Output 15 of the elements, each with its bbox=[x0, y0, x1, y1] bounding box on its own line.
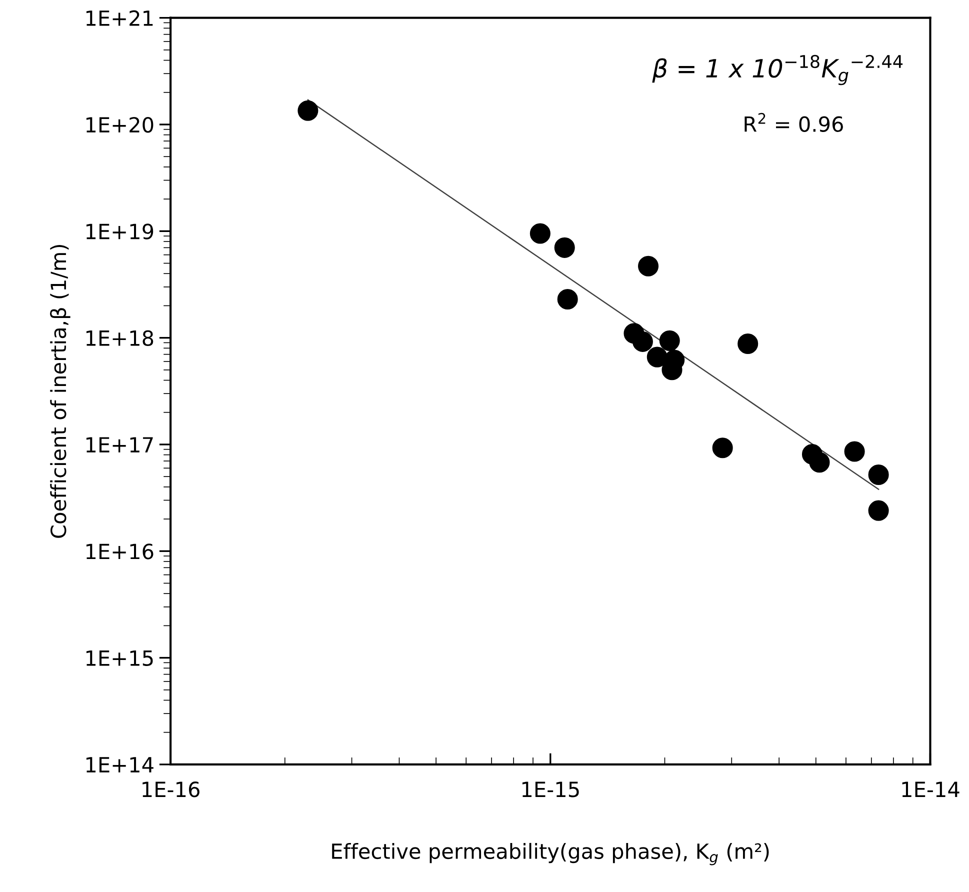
annotation: R$^{2}$ = 0.96 bbox=[744, 112, 843, 132]
y-tick-label: 1E+17 bbox=[86, 437, 153, 452]
x-tick-label: 1E-16 bbox=[142, 781, 200, 798]
y-tick-label: 1E+16 bbox=[86, 544, 154, 560]
y-tick-label: 1E+19 bbox=[86, 224, 154, 240]
annotation: β = 1 x 10$^{−18}$K$_{g}$$^{−2.44}$ bbox=[652, 54, 903, 86]
y-tick-label: 1E+20 bbox=[86, 116, 154, 133]
y-tick-label: 1E+14 bbox=[86, 757, 154, 772]
x-axis-title: Effective permeability(gas phase), K$_{g}$ (m²) bbox=[332, 842, 769, 866]
y-tick-label: 1E+15 bbox=[86, 650, 153, 666]
y-axis-title: Coefficient of inertia,β (1/m) bbox=[50, 245, 70, 538]
x-tick-label: 1E-15 bbox=[522, 782, 579, 798]
y-tick-label: 1E+18 bbox=[86, 330, 154, 346]
y-tick-label: 1E+21 bbox=[86, 10, 153, 26]
x-tick-label: 1E-14 bbox=[902, 782, 960, 797]
